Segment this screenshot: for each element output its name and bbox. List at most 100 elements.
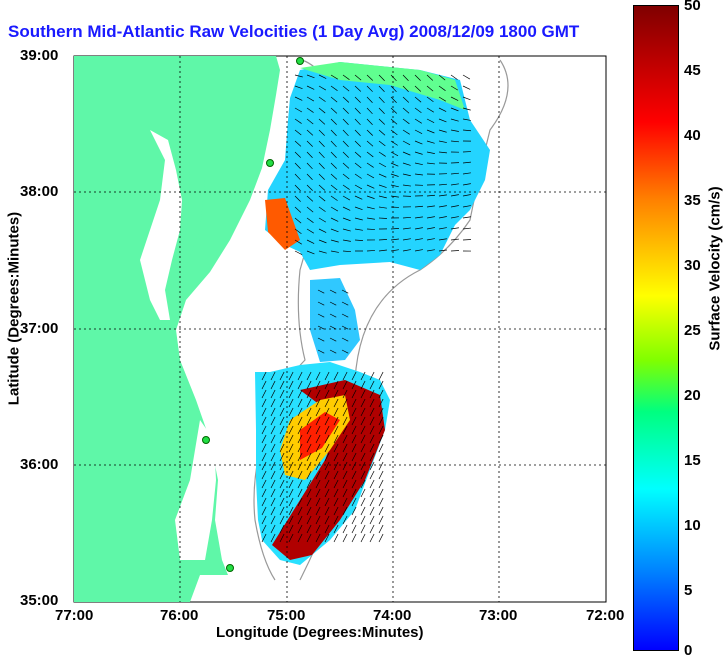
velocity-arrow	[306, 96, 315, 102]
velocity-arrow	[351, 497, 357, 507]
velocity-arrow	[462, 107, 471, 111]
velocity-arrow	[330, 239, 339, 243]
velocity-arrow	[315, 389, 321, 399]
velocity-arrow	[279, 425, 285, 435]
velocity-arrow	[333, 425, 339, 435]
velocity-arrow	[354, 96, 361, 103]
velocity-arrow	[306, 479, 312, 489]
velocity-arrow	[261, 371, 267, 381]
velocity-arrow	[342, 434, 348, 444]
velocity-arrow	[342, 129, 349, 137]
velocity-arrow	[342, 398, 348, 408]
velocity-arrow	[317, 313, 325, 318]
velocity-arrow	[297, 497, 303, 507]
velocity-arrow	[270, 506, 276, 516]
velocity-arrow	[354, 129, 361, 136]
velocity-arrow	[279, 389, 285, 399]
velocity-arrow	[390, 184, 399, 188]
velocity-arrow	[462, 129, 471, 132]
velocity-arrow	[351, 371, 357, 381]
velocity-arrow	[354, 162, 362, 169]
velocity-arrow	[390, 195, 399, 198]
velocity-arrow	[402, 227, 411, 230]
velocity-arrow	[318, 140, 325, 148]
velocity-arrow	[315, 461, 321, 471]
velocity-arrow	[279, 479, 285, 489]
velocity-arrow	[402, 140, 411, 146]
velocity-vectors	[261, 74, 472, 543]
velocity-arrow	[369, 452, 375, 462]
velocity-arrow	[369, 425, 375, 435]
velocity-arrow	[333, 533, 339, 543]
velocity-arrow	[288, 398, 294, 408]
y-axis-label: Latitude (Degrees:Minutes)	[5, 211, 23, 406]
velocity-arrow	[342, 461, 348, 471]
velocity-arrow	[341, 289, 349, 294]
velocity-arrow	[297, 461, 303, 471]
velocity-arrow	[351, 461, 357, 471]
velocity-arrow	[261, 380, 267, 390]
velocity-arrow	[270, 533, 276, 543]
velocity-arrow	[366, 107, 373, 115]
velocity-arrow	[333, 479, 339, 489]
velocity-arrow	[366, 140, 374, 147]
velocity-arrow	[297, 470, 303, 480]
velocity-south-red	[300, 412, 340, 460]
velocity-arrow	[378, 162, 387, 168]
velocity-arrow	[360, 461, 366, 471]
velocity-arrow	[438, 151, 447, 154]
velocity-arrow	[360, 416, 366, 426]
velocity-arrow	[342, 506, 348, 516]
velocity-arrow	[354, 151, 362, 158]
velocity-arrow	[366, 173, 375, 179]
colorbar-tick: 20	[684, 387, 701, 404]
velocity-arrow	[297, 416, 303, 426]
velocity-arrow	[330, 96, 338, 103]
velocity-arrow	[341, 313, 349, 318]
y-tick-label: 36:00	[20, 456, 59, 473]
velocity-arrow	[270, 443, 276, 453]
velocity-arrow	[261, 470, 267, 480]
velocity-arrow	[342, 533, 348, 543]
velocity-arrow	[378, 140, 386, 147]
velocity-arrow	[414, 216, 423, 219]
velocity-arrow	[390, 151, 399, 157]
velocity-arrow	[306, 239, 315, 244]
velocity-arrow	[306, 389, 312, 399]
velocity-arrow	[294, 228, 302, 235]
velocity-arrow	[462, 227, 471, 230]
velocity-arrow	[369, 389, 375, 399]
velocity-arrow	[354, 228, 363, 231]
velocity-arrow	[318, 239, 327, 244]
velocity-arrow	[414, 107, 422, 114]
colorbar-tick: 30	[684, 257, 701, 274]
velocity-arrow	[378, 107, 385, 114]
velocity-arrow	[369, 380, 375, 390]
velocity-arrow	[324, 506, 330, 516]
radar-site	[266, 159, 274, 167]
velocity-arrow	[306, 380, 312, 390]
velocity-arrow	[378, 524, 384, 534]
velocity-arrow	[318, 184, 326, 191]
velocity-arrow	[270, 371, 276, 381]
velocity-arrow	[378, 407, 384, 417]
velocity-arrow	[354, 217, 363, 221]
velocity-arrow	[306, 416, 312, 426]
velocity-arrow	[333, 524, 339, 534]
velocity-arrow	[378, 434, 384, 444]
velocity-arrow	[369, 488, 375, 498]
velocity-arrow	[288, 407, 294, 417]
velocity-arrow	[261, 506, 267, 516]
velocity-arrow	[294, 173, 301, 181]
velocity-arrow	[354, 173, 362, 179]
velocity-arrow	[279, 380, 285, 390]
velocity-arrow	[390, 129, 398, 136]
velocity-arrow	[450, 250, 460, 252]
velocity-arrow	[360, 470, 366, 480]
velocity-arrow	[306, 162, 313, 170]
velocity-arrow	[317, 289, 325, 294]
velocity-arrow	[317, 349, 325, 354]
velocity-arrow	[414, 173, 423, 176]
velocity-arrow	[369, 497, 375, 507]
velocity-arrow	[306, 524, 312, 534]
